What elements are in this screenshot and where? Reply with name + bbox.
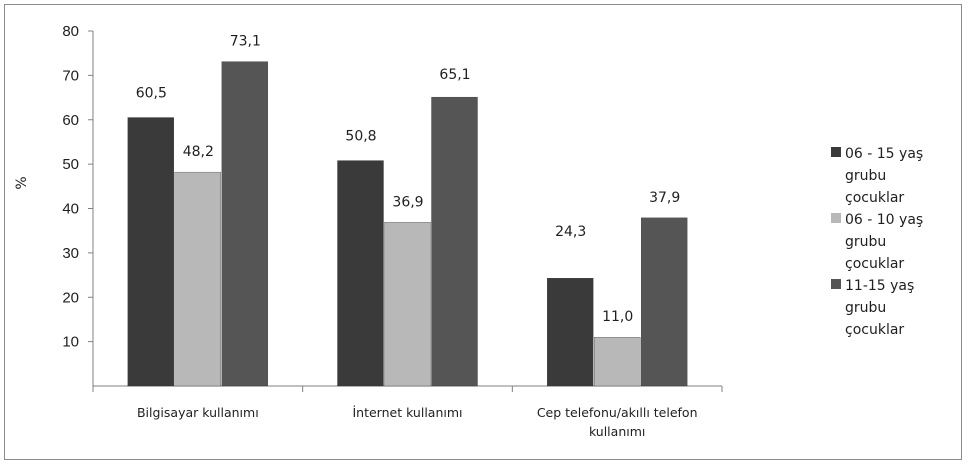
- data-label: 65,1: [439, 67, 470, 83]
- data-label: 37,9: [649, 190, 680, 206]
- legend-label: grubu: [845, 300, 886, 316]
- y-tick-label: 20: [62, 289, 79, 306]
- x-tick-label: kullanımı: [589, 424, 645, 439]
- legend-label: çocuklar: [845, 190, 904, 206]
- data-label: 48,2: [183, 144, 214, 160]
- x-tick-label: Bilgisayar kullanımı: [137, 405, 259, 420]
- chart-frame: 10 20 30 40 50 60 70 80% 60,5 48,2 73,1 Bilgisayar …: [4, 4, 962, 460]
- legend-label: 06 - 15 yaş: [845, 146, 923, 162]
- bar: [594, 337, 641, 387]
- y-tick-label: 30: [62, 245, 79, 262]
- data-label: 36,9: [392, 194, 423, 210]
- legend-label: 11-15 yaş: [845, 278, 914, 294]
- legend-label: grubu: [845, 234, 886, 250]
- x-tick-label: Cep telefonu/akıllı telefon: [537, 405, 698, 420]
- bar: [337, 160, 384, 387]
- bar: [384, 222, 431, 387]
- data-label: 11,0: [602, 309, 633, 325]
- legend-swatch: [831, 213, 841, 223]
- y-tick-label: 60: [62, 112, 79, 129]
- bar: [547, 278, 594, 387]
- bar: [174, 171, 221, 387]
- bar-chart: 10 20 30 40 50 60 70 80% 60,5 48,2 73,1 Bilgisayar …: [14, 23, 923, 439]
- legend-swatch: [831, 279, 841, 289]
- y-tick-label: 70: [62, 67, 79, 84]
- legend-label: çocuklar: [845, 256, 904, 272]
- y-tick-label: 10: [62, 334, 79, 351]
- bar: [641, 217, 688, 387]
- legend-label: 06 - 10 yaş: [845, 212, 923, 228]
- y-tick-label: 80: [62, 23, 79, 40]
- bar: [221, 61, 268, 387]
- legend-swatch: [831, 147, 841, 157]
- bar: [127, 117, 174, 387]
- legend-label: grubu: [845, 168, 886, 184]
- legend-label: çocuklar: [845, 322, 904, 338]
- data-label: 60,5: [136, 86, 167, 102]
- y-tick-label: 40: [62, 201, 79, 218]
- data-label: 24,3: [555, 224, 586, 240]
- y-axis-title: %: [14, 176, 30, 189]
- x-tick-label: İnternet kullanımı: [352, 405, 462, 420]
- data-label: 50,8: [345, 129, 376, 145]
- bar: [431, 96, 478, 387]
- data-label: 73,1: [230, 34, 261, 50]
- y-tick-label: 50: [62, 156, 79, 173]
